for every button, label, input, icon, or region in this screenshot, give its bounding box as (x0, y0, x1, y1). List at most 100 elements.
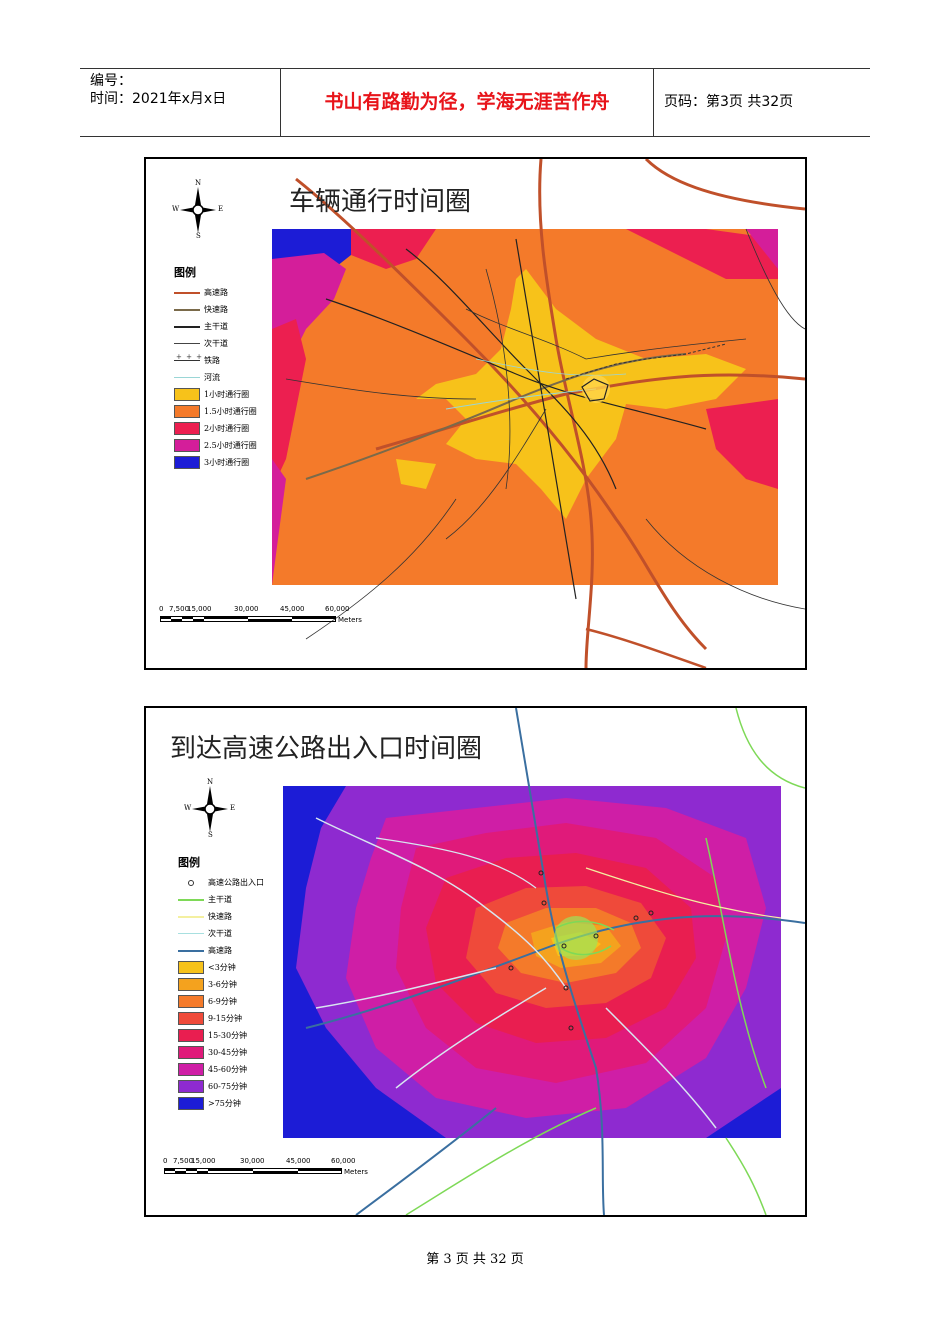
legend-item: 主干道 (174, 318, 257, 335)
scale-tick-label: 0 (159, 605, 164, 613)
legend-swatch (174, 303, 200, 316)
legend-swatch (178, 1046, 204, 1059)
legend-label: 6-9分钟 (208, 997, 237, 1006)
legend-label: 高速路 (204, 288, 228, 297)
legend-swatch (174, 439, 200, 452)
compass-n-label: N (207, 778, 214, 786)
scale-tick-label: 7,500 (173, 1157, 194, 1165)
compass-n-label: N (195, 179, 202, 187)
legend-label: 主干道 (204, 322, 228, 331)
legend-item: >75分钟 (178, 1095, 264, 1112)
highway-access-map: 到达高速公路出入口时间圈 N S W E 图例 高速公路出入口 主干道 快速路 次干道… (144, 706, 807, 1217)
travel-time-map: 车辆通行时间圈 N S W E 图例 高速路快速路主干道次干道铁路河流 1小时通行… (144, 157, 807, 670)
compass-s-label: S (196, 232, 201, 240)
legend-swatch (178, 876, 204, 889)
legend-label: 1小时通行圈 (204, 390, 250, 399)
legend-swatch (174, 422, 200, 435)
legend-swatch (178, 1012, 204, 1025)
header-page-cell: 页码：第3页 共32页 (654, 69, 870, 136)
legend-item: 1小时通行圈 (174, 386, 257, 403)
scale-unit: Meters (344, 1168, 368, 1176)
legend-item: 9-15分钟 (178, 1010, 264, 1027)
legend-swatch (174, 337, 200, 350)
legend-swatch (174, 353, 203, 367)
legend-title: 图例 (174, 266, 196, 279)
legend-item: 河流 (174, 369, 257, 386)
header-meta-cell: 编号： 时间：2021年x月x日 (80, 69, 281, 136)
scale-unit: Meters (338, 616, 362, 624)
legend-swatch (174, 286, 200, 299)
legend-label: 60-75分钟 (208, 1082, 248, 1091)
legend-label: >75分钟 (208, 1099, 241, 1108)
legend-item: 高速路 (174, 284, 257, 301)
legend-label: 主干道 (208, 895, 232, 904)
legend-label: 45-60分钟 (208, 1065, 248, 1074)
legend-swatch (178, 961, 204, 974)
legend-swatch (178, 995, 204, 1008)
legend-item: 2.5小时通行圈 (174, 437, 257, 454)
map1-scale-bar: 0 7,500 15,000 30,000 45,000 60,000 Meters (159, 605, 362, 627)
legend-item: 次干道 (178, 925, 264, 942)
highway-access-map-graphic (283, 708, 805, 1215)
legend-title: 图例 (178, 856, 200, 869)
scale-tick-label: 0 (163, 1157, 168, 1165)
compass-w-label: W (184, 804, 192, 812)
legend-swatch (178, 927, 204, 940)
legend-swatch (178, 978, 204, 991)
north-arrow-icon: N S W E (172, 179, 224, 240)
scale-tick-label: 30,000 (240, 1157, 265, 1165)
legend-item: 3-6分钟 (178, 976, 264, 993)
legend-item: 主干道 (178, 891, 264, 908)
legend-swatch (174, 371, 200, 384)
legend-label: 快速路 (208, 912, 232, 921)
scale-tick-label: 60,000 (331, 1157, 356, 1165)
legend-item: 60-75分钟 (178, 1078, 264, 1095)
scale-tick-label: 30,000 (234, 605, 259, 613)
legend-label: 次干道 (208, 929, 232, 938)
legend-label: 30-45分钟 (208, 1048, 248, 1057)
travel-time-map-graphic (272, 159, 805, 668)
map2-scale-bar: 0 7,500 15,000 30,000 45,000 60,000 Meters (163, 1157, 374, 1179)
legend-swatch (178, 910, 204, 923)
legend-item: 快速路 (174, 301, 257, 318)
legend-swatch (174, 456, 200, 469)
page-footer: 第 3 页 共 32 页 (426, 1252, 524, 1267)
legend-swatch (174, 388, 200, 401)
legend-label: 1.5小时通行圈 (204, 407, 257, 416)
map2-legend: 图例 高速公路出入口 主干道 快速路 次干道 高速路 <3分钟 3-6分钟 6-9分钟 9-15… (178, 854, 264, 1112)
legend-item: 2小时通行圈 (174, 420, 257, 437)
compass-e-label: E (218, 205, 224, 213)
legend-item: 铁路 (174, 352, 257, 369)
legend-swatch (178, 893, 204, 906)
legend-item: 30-45分钟 (178, 1044, 264, 1061)
legend-label: <3分钟 (208, 963, 236, 972)
legend-label: 河流 (204, 373, 220, 382)
legend-label: 15-30分钟 (208, 1031, 248, 1040)
scale-tick-label: 45,000 (286, 1157, 311, 1165)
legend-label: 3小时通行圈 (204, 458, 250, 467)
legend-label: 高速路 (208, 946, 232, 955)
legend-swatch (174, 405, 200, 418)
number-label: 编号： (90, 73, 132, 89)
scale-tick-label: 60,000 (325, 605, 350, 613)
legend-label: 3-6分钟 (208, 980, 237, 989)
legend-label: 次干道 (204, 339, 228, 348)
scale-tick-label: 15,000 (187, 605, 212, 613)
legend-swatch (178, 944, 204, 957)
legend-swatch (178, 1080, 204, 1093)
compass-e-label: E (230, 804, 236, 812)
legend-label: 2小时通行圈 (204, 424, 250, 433)
legend-label: 2.5小时通行圈 (204, 441, 257, 450)
page-header: 编号： 时间：2021年x月x日 书山有路勤为径，学海无涯苦作舟 页码：第3页 … (80, 68, 870, 137)
legend-item: 6-9分钟 (178, 993, 264, 1010)
legend-item: 15-30分钟 (178, 1027, 264, 1044)
legend-item: 1.5小时通行圈 (174, 403, 257, 420)
date-label: 时间：2021年x月x日 (90, 91, 227, 107)
legend-swatch (178, 1097, 204, 1110)
compass-s-label: S (208, 831, 213, 839)
legend-item: 3小时通行圈 (174, 454, 257, 471)
header-motto-cell: 书山有路勤为径，学海无涯苦作舟 (281, 69, 654, 136)
legend-label: 铁路 (204, 356, 220, 365)
legend-label: 9-15分钟 (208, 1014, 242, 1023)
legend-swatch (178, 1029, 204, 1042)
